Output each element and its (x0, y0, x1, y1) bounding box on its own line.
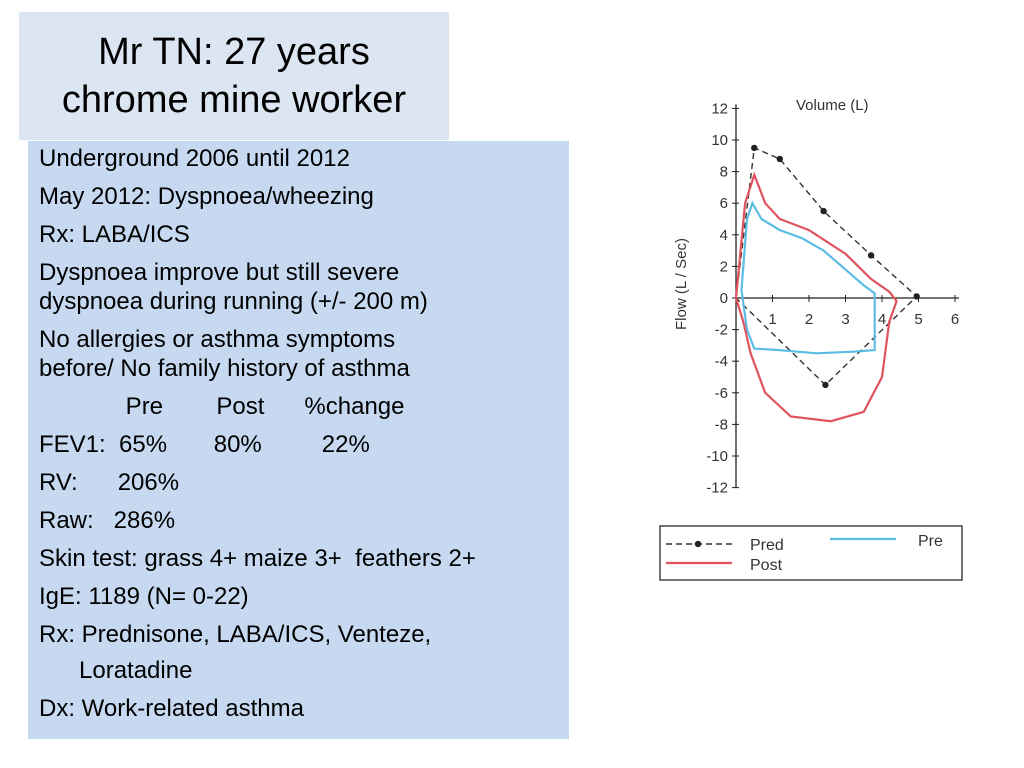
y-tick-label: 12 (711, 100, 728, 117)
detail-line: Rx: LABA/ICS (39, 221, 190, 248)
y-tick-label: 2 (720, 258, 728, 275)
detail-line: Dyspnoea improve but still severe (39, 259, 400, 286)
flow-volume-chart: 12 10 8 6 4 2 0 -2 -4 -6 -8 -10 -12 1 2 3 4 5 6 Volume (L) F… (640, 80, 980, 600)
series-pred-marker (867, 252, 875, 259)
y-tick-label: 6 (720, 195, 728, 212)
y-tick-label: 8 (720, 164, 728, 181)
legend-box (659, 525, 963, 581)
x-axis-label: Volume (L) (796, 97, 869, 114)
detail-line: Dx: Work-related asthma (39, 695, 304, 722)
x-tick-label: 5 (914, 311, 922, 328)
detail-line: FEV1: 65% 80% 22% (39, 431, 370, 458)
series-pred-marker (776, 155, 783, 163)
detail-line: May 2012: Dyspnoea/wheezing (39, 183, 374, 210)
y-tick-label: -4 (715, 353, 728, 370)
detail-line: Skin test: grass 4+ maize 3+ feathers 2+ (39, 545, 476, 572)
chart-series (734, 144, 920, 423)
x-tick-label: 2 (805, 311, 813, 328)
legend-pred-label: Pred (750, 537, 784, 554)
y-tick-label: 10 (711, 132, 728, 149)
y-axis-label: Flow (L / Sec) (673, 238, 690, 330)
legend-post-label: Post (750, 557, 783, 574)
detail-line: Pre Post %change (39, 393, 405, 420)
series-post-line (734, 171, 898, 423)
title-line-2: chrome mine worker (61, 79, 407, 121)
detail-line: No allergies or asthma symptoms (39, 326, 396, 353)
series-pred-line (735, 146, 918, 386)
chart-legend: Pred Post Pre (659, 525, 963, 581)
x-tick-label: 3 (841, 311, 849, 328)
title-box: Mr TN: 27 years chrome mine worker (19, 12, 449, 140)
detail-line: Underground 2006 until 2012 (39, 145, 350, 172)
legend-pred-marker (694, 540, 702, 548)
y-tick-label: 0 (720, 290, 728, 307)
x-tick-label: 4 (878, 311, 886, 328)
series-pre-line (740, 200, 876, 355)
series-pred-marker (913, 293, 920, 300)
series-pred-marker (820, 207, 827, 215)
case-details-box: Underground 2006 until 2012 May 2012: Dy… (28, 141, 569, 739)
legend-pre-label: Pre (918, 533, 943, 550)
y-tick-label: -12 (706, 480, 728, 497)
x-tick-label: 6 (951, 311, 959, 328)
detail-line: Raw: 286% (39, 507, 176, 534)
detail-line: Rx: Prednisone, LABA/ICS, Venteze, (39, 621, 432, 648)
title-line-1: Mr TN: 27 years (98, 31, 370, 73)
series-pred-marker (751, 144, 758, 152)
series-pred-marker (822, 381, 829, 389)
detail-line: IgE: 1189 (N= 0-22) (39, 583, 249, 610)
y-tick-label: -10 (706, 448, 728, 465)
y-tick-label: 4 (720, 227, 728, 244)
detail-line: before/ No family history of asthma (39, 355, 410, 382)
y-tick-label: -6 (715, 385, 728, 402)
detail-line: RV: 206% (39, 469, 180, 496)
y-tick-label: -2 (715, 322, 728, 339)
detail-line: Loratadine (39, 657, 193, 684)
x-tick-label: 1 (768, 311, 776, 328)
y-tick-label: -8 (715, 416, 728, 433)
detail-line: dyspnoea during running (+/- 200 m) (39, 288, 428, 315)
